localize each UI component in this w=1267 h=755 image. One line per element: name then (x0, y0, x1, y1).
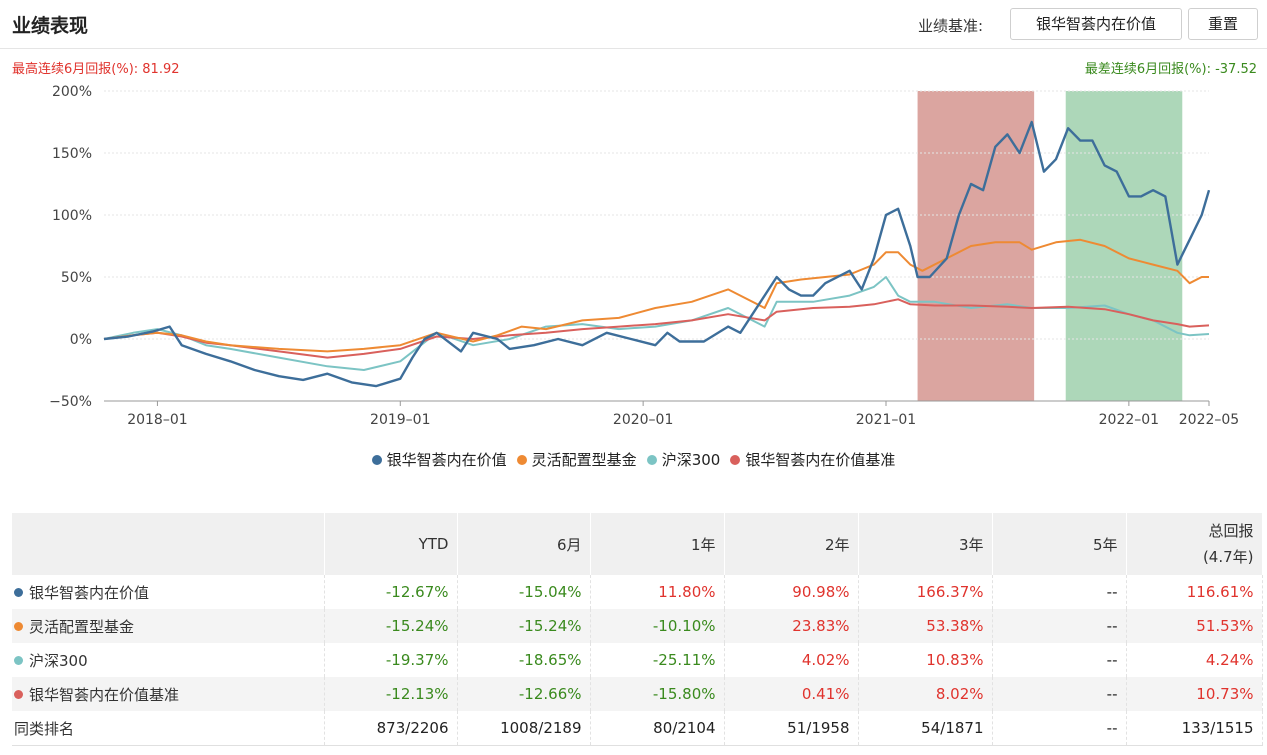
row-name: 沪深300 (12, 643, 325, 677)
table-cell: -10.10% (590, 609, 725, 643)
y-tick-label: 0% (70, 332, 92, 348)
table-row: 灵活配置型基金 -15.24% -15.24% -10.10% 23.83% 53.38%… (12, 609, 1263, 643)
column-header: 2年 (724, 513, 859, 575)
table-cell: 80/2104 (590, 711, 725, 746)
y-tick-label: 100% (52, 208, 92, 224)
y-tick-label: 50% (61, 270, 92, 286)
performance-table: YTD 6月 1年 2年 3年 5年 总回报 (4.7年) 银华智荟内在价值 -12.67% -1… (12, 513, 1263, 746)
table-cell: -18.65% (457, 643, 591, 677)
max-6m-return: 最高连续6月回报(%): 81.92 (12, 62, 180, 77)
legend-dot-icon (516, 455, 527, 465)
table-cell: 8.02% (858, 677, 993, 711)
x-tick-label: 2022–05 (1179, 412, 1239, 428)
table-row: 沪深300 -19.37% -18.65% -25.11% 4.02% 10.83% -- 4… (12, 643, 1263, 677)
legend-dot-icon (730, 455, 741, 465)
table-cell: -- (992, 677, 1127, 711)
x-tick-label: 2018–01 (127, 412, 187, 428)
legend-item-hs300[interactable]: 沪深300 (646, 449, 721, 470)
table-row: 银华智荟内在价值基准 -12.13% -12.66% -15.80% 0.41% 8.02… (12, 677, 1263, 711)
table-cell: -15.24% (324, 609, 458, 643)
legend-item-fund[interactable]: 银华智荟内在价值 (371, 449, 507, 470)
y-tick-label: 150% (52, 146, 92, 162)
table-cell: -- (992, 609, 1127, 643)
table-cell: -- (992, 711, 1127, 746)
table-cell: 133/1515 (1126, 711, 1263, 746)
column-header: 1年 (590, 513, 725, 575)
column-header (12, 513, 325, 575)
chart-legend: 银华智荟内在价值 灵活配置型基金 沪深300 银华智荟内在价值基准 (0, 449, 1267, 470)
table-cell: -12.13% (324, 677, 458, 711)
table-cell: 11.80% (590, 575, 725, 609)
table-cell: 51.53% (1126, 609, 1263, 643)
table-cell: 23.83% (724, 609, 859, 643)
table-cell: -15.04% (457, 575, 591, 609)
legend-dot-icon (646, 455, 657, 465)
table-cell: 90.98% (724, 575, 859, 609)
series-dot-icon (14, 689, 23, 699)
section-title: 业绩表现 (12, 15, 89, 37)
table-header-row: YTD 6月 1年 2年 3年 5年 总回报 (4.7年) (12, 513, 1263, 575)
row-name: 银华智荟内在价值基准 (12, 677, 325, 711)
reset-button[interactable]: 重置 (1188, 8, 1258, 40)
table-cell: -15.24% (457, 609, 591, 643)
table-cell: -- (992, 643, 1127, 677)
benchmark-select[interactable]: 银华智荟内在价值 (1010, 8, 1182, 40)
series-line-category (103, 238, 1209, 353)
column-header: 3年 (858, 513, 993, 575)
table-cell: -- (992, 575, 1127, 609)
min-6m-return: 最差连续6月回报(%): -37.52 (1084, 62, 1257, 77)
series-line-benchmark (103, 298, 1210, 359)
table-cell: 0.41% (724, 677, 859, 711)
column-header: 6月 (457, 513, 591, 575)
table-cell: -25.11% (590, 643, 725, 677)
table-row: 银华智荟内在价值 -12.67% -15.04% 11.80% 90.98% 166.37… (12, 575, 1263, 609)
table-cell: -15.80% (590, 677, 725, 711)
table-cell: 4.02% (724, 643, 859, 677)
series-line-fund (103, 120, 1211, 388)
row-name: 银华智荟内在价值 (12, 575, 325, 609)
legend-label: 沪深300 (661, 451, 721, 469)
table-cell: 1008/2189 (457, 711, 591, 746)
y-tick-label: −50% (49, 394, 92, 410)
legend-dot-icon (371, 455, 382, 465)
series-dot-icon (14, 621, 23, 631)
series-dot-icon (14, 587, 23, 597)
performance-chart: 200% 150% 100% 50% 0% −50% 2018–01 2019–01 2020–… (49, 84, 1239, 428)
header-bar: 业绩表现 业绩基准: 银华智荟内在价值 重置 (0, 0, 1267, 49)
x-tick-label: 2022–01 (1099, 412, 1159, 428)
rank-row: 同类排名 873/2206 1008/2189 80/2104 51/1958 54/18… (12, 711, 1263, 746)
table-cell: 873/2206 (324, 711, 458, 746)
benchmark-label: 业绩基准: (918, 17, 984, 35)
legend-label: 银华智荟内在价值 (386, 451, 507, 469)
table-cell: 51/1958 (724, 711, 859, 746)
legend-item-category[interactable]: 灵活配置型基金 (516, 449, 637, 470)
x-tick-label: 2021–01 (856, 412, 916, 428)
y-tick-label: 200% (52, 84, 92, 100)
table-cell: -12.67% (324, 575, 458, 609)
table-cell: 53.38% (858, 609, 993, 643)
row-name: 灵活配置型基金 (12, 609, 325, 643)
row-name: 同类排名 (12, 711, 325, 746)
table-cell: 54/1871 (858, 711, 993, 746)
table-cell: 4.24% (1126, 643, 1263, 677)
table-cell: 10.83% (858, 643, 993, 677)
table-cell: -12.66% (457, 677, 591, 711)
legend-item-benchmark[interactable]: 银华智荟内在价值基准 (730, 449, 895, 470)
worst-period-band (1065, 91, 1183, 401)
x-tick-label: 2019–01 (370, 412, 430, 428)
table-cell: 166.37% (858, 575, 993, 609)
table-cell: 10.73% (1126, 677, 1263, 711)
column-header: 5年 (992, 513, 1127, 575)
legend-label: 灵活配置型基金 (531, 451, 637, 469)
column-header: YTD (324, 513, 458, 575)
series-dot-icon (14, 655, 23, 665)
table-cell: 116.61% (1126, 575, 1263, 609)
x-tick-label: 2020–01 (613, 412, 673, 428)
table-cell: -19.37% (324, 643, 458, 677)
legend-label: 银华智荟内在价值基准 (745, 451, 896, 469)
column-header: 总回报 (4.7年) (1126, 513, 1263, 575)
